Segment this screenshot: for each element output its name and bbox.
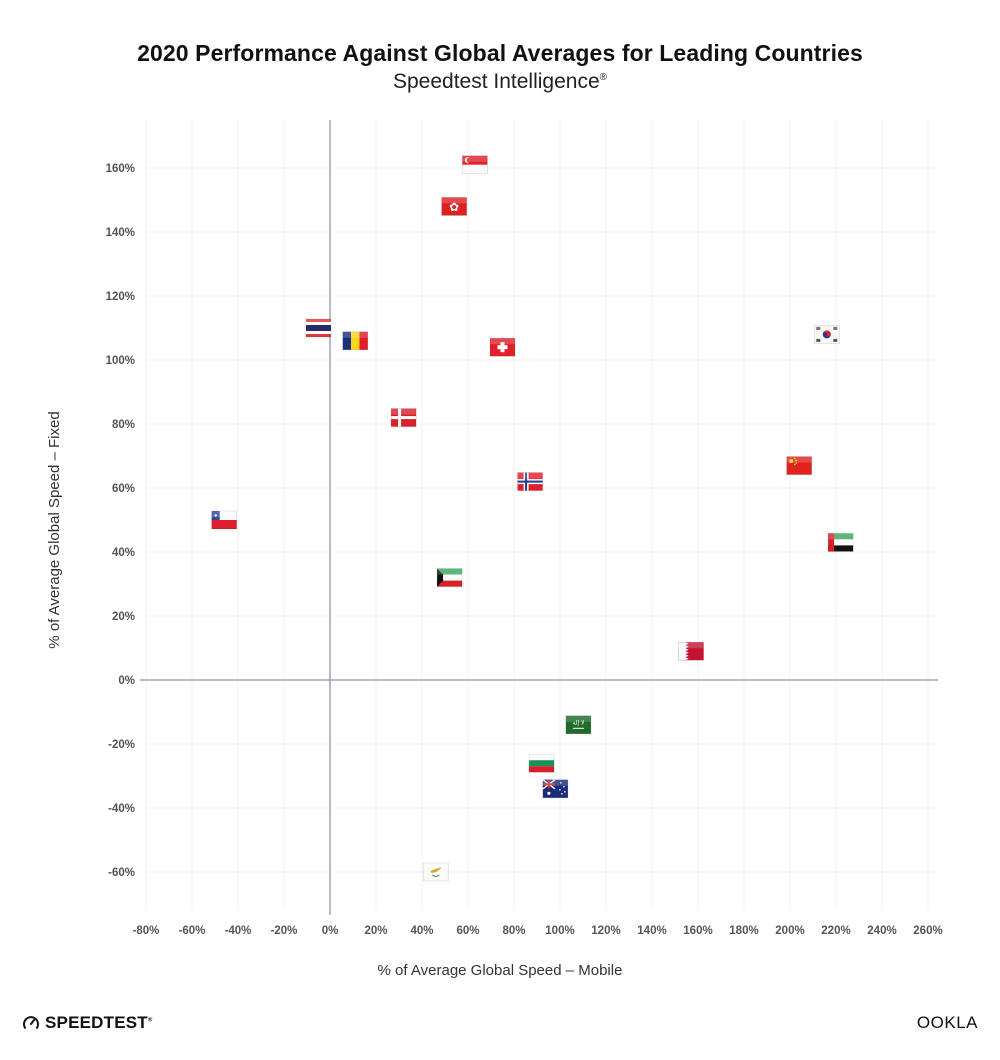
data-point-bulgaria-flag-icon: Bulgaria [528,753,555,773]
speedtest-trademark: ® [147,1017,153,1024]
axes [140,120,938,915]
speedtest-text: SPEEDTEST [45,1013,148,1032]
data-point-hong-kong-flag-icon: Hong Kong✿ [441,196,468,216]
x-tick-label: 140% [637,925,666,937]
x-tick-label: 220% [821,925,850,937]
x-tick-label: 200% [775,925,804,937]
y-tick-label: 0% [118,675,135,687]
data-point-south-korea-flag-icon: South Korea [813,324,840,344]
y-tick-label: 120% [106,291,135,303]
y-tick-label: 20% [112,611,135,623]
chart-subtitle: Speedtest Intelligence® [0,70,1000,94]
y-tick-label: 80% [112,419,135,431]
data-point-china-flag-icon: China [786,456,813,476]
speedtest-logo: SPEEDTEST® [22,1013,153,1033]
registered-mark: ® [599,72,608,83]
svg-text:✿: ✿ [449,200,459,214]
y-tick-label: -40% [108,803,135,815]
data-point-kuwait-flag-icon: Kuwait [436,568,463,587]
data-point-romania-flag-icon: Romania [342,331,369,351]
x-tick-label: -40% [225,925,252,937]
x-tick-label: 80% [502,925,525,937]
data-point-denmark-flag-icon: Denmark [390,408,417,428]
y-tick-label: 60% [112,483,135,495]
y-tick-label: 160% [106,163,135,175]
y-tick-label: -60% [108,867,135,879]
chart-title: 2020 Performance Against Global Averages… [137,40,863,66]
data-point-thailand-flag-icon: Thailand [305,318,332,338]
x-tick-label: 160% [683,925,712,937]
data-point-norway-flag-icon: Norway [517,472,543,492]
speedometer-icon [23,1016,39,1030]
data-point-united-arab-emirates-flag-icon: United Arab Emirates [827,533,854,552]
x-tick-label: 60% [456,925,479,937]
y-tick-label: 40% [112,547,135,559]
x-tick-label: -20% [271,925,298,937]
x-tick-label: 180% [729,925,758,937]
speedtest-wordmark: SPEEDTEST® [45,1013,153,1033]
data-point-singapore-flag-icon: Singapore [461,155,488,175]
data-point-australia-flag-icon: Australia [542,779,569,799]
x-tick-label: 240% [867,925,896,937]
scatter-chart: -80% -60% -40% -20% 0% 20% 40% 60% 80% 100% 120% 14… [46,120,943,979]
x-tick-labels: -80% -60% -40% -20% 0% 20% 40% 60% 80% 100% 120% 14… [133,925,943,937]
y-tick-labels: 160% 140% 120% 100% 80% 60% 40% 20% 0% -20% -40% -6… [106,163,135,879]
grid-lines [145,120,938,911]
y-tick-label: 100% [106,355,135,367]
x-axis-label: % of Average Global Speed – Mobile [378,962,623,979]
subtitle-text: Speedtest Intelligence [392,70,600,93]
x-tick-label: 40% [410,925,433,937]
x-tick-label: -60% [179,925,206,937]
ookla-logo: OOKLA [916,1013,978,1032]
data-point-chile-flag-icon: Chile [211,510,238,530]
data-point-cyprus-flag-icon: Cyprus [422,862,449,882]
data-point-qatar-flag-icon: Qatar [678,641,704,661]
x-tick-label: -80% [133,925,160,937]
x-tick-label: 260% [913,925,942,937]
data-point-saudi-arabia-flag-icon: Saudi Arabiaﻻ ﺇﻟﻪ [565,715,592,735]
y-axis-label: % of Average Global Speed – Fixed [46,411,63,648]
svg-text:ﻻ ﺇﻟﻪ: ﻻ ﺇﻟﻪ [572,719,584,726]
x-tick-label: 20% [364,925,387,937]
x-tick-label: 0% [322,925,339,937]
x-tick-label: 100% [545,925,574,937]
data-points: Singapore Hong Kong✿ Thailand Romania Switze… [211,155,854,882]
y-tick-label: 140% [106,227,135,239]
y-tick-label: -20% [108,739,135,751]
data-point-switzerland-flag-icon: Switzerland [489,337,516,357]
x-tick-label: 120% [591,925,620,937]
